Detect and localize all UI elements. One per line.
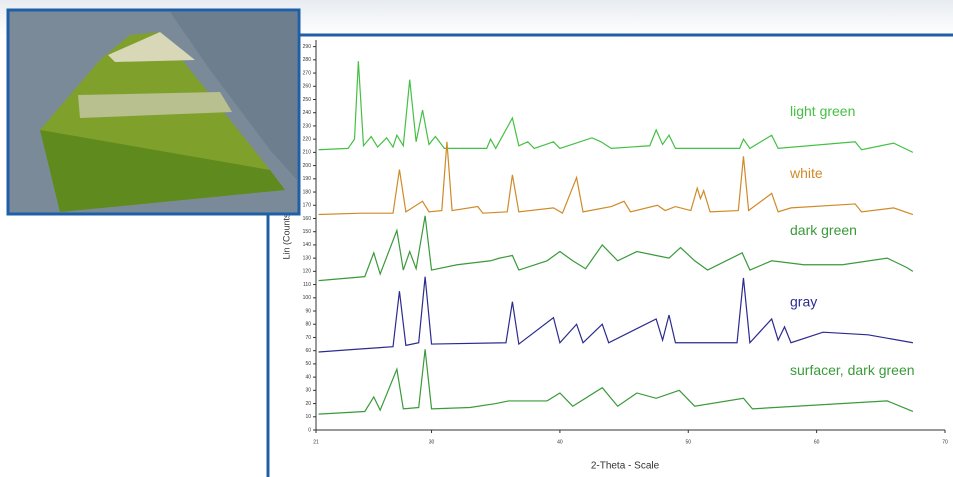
y-tick-label: 250 <box>303 97 312 103</box>
y-tick-label: 90 <box>305 308 311 314</box>
y-tick-label: 20 <box>305 401 311 407</box>
x-tick-label: 50 <box>685 439 691 445</box>
series-line <box>318 349 914 415</box>
y-tick-label: 220 <box>303 136 312 142</box>
photo-layer <box>108 32 195 62</box>
series-label: dark green <box>790 222 857 238</box>
photo-layer <box>78 92 232 118</box>
series-line <box>318 276 914 353</box>
y-tick-label: 120 <box>303 269 312 275</box>
y-tick-label: 110 <box>303 282 311 288</box>
x-tick-label: 60 <box>814 439 820 445</box>
series-label: light green <box>790 103 855 119</box>
y-tick-label: 50 <box>305 361 311 367</box>
y-tick-label: 70 <box>305 335 311 341</box>
x-tick-label: 30 <box>429 439 435 445</box>
series-line <box>318 61 914 153</box>
x-tick-label: 40 <box>557 439 563 445</box>
photo-background <box>170 12 297 180</box>
y-tick-label: 240 <box>303 110 312 116</box>
y-tick-label: 260 <box>303 84 312 90</box>
x-axis-label: 2-Theta - Scale <box>591 461 660 472</box>
y-tick-label: 190 <box>303 176 312 182</box>
y-axis-label: Lin (Counts) <box>281 210 291 259</box>
x-tick-label: 21 <box>313 439 319 445</box>
series-line <box>318 141 914 216</box>
y-tick-label: 290 <box>303 44 312 50</box>
y-tick-label: 0 <box>308 427 311 433</box>
y-tick-label: 100 <box>303 295 312 301</box>
y-tick-label: 130 <box>303 255 312 261</box>
y-tick-label: 30 <box>305 388 311 394</box>
x-tick-label: 70 <box>942 439 948 445</box>
series-line <box>318 215 914 282</box>
y-tick-label: 270 <box>303 70 312 76</box>
series-label: gray <box>790 293 817 309</box>
photo <box>6 8 301 216</box>
y-tick-label: 160 <box>303 216 312 222</box>
y-tick-label: 210 <box>303 150 312 156</box>
series-label: white <box>789 165 823 181</box>
photo-layer <box>40 130 285 212</box>
y-tick-label: 150 <box>303 229 312 235</box>
y-tick-label: 230 <box>303 123 312 129</box>
y-tick-label: 280 <box>303 57 312 63</box>
y-tick-label: 10 <box>305 414 311 420</box>
y-tick-label: 60 <box>305 348 311 354</box>
y-tick-label: 40 <box>305 374 311 380</box>
y-tick-label: 180 <box>303 189 312 195</box>
y-tick-label: 170 <box>303 203 312 209</box>
y-tick-label: 140 <box>303 242 312 248</box>
y-tick-label: 80 <box>305 322 311 328</box>
plot: 0 10 20 30 40 50 60 70 80 90 100 110 120 130 140 150 160… <box>303 40 948 445</box>
y-tick-label: 200 <box>303 163 312 169</box>
series-label: surfacer, dark green <box>790 362 915 378</box>
